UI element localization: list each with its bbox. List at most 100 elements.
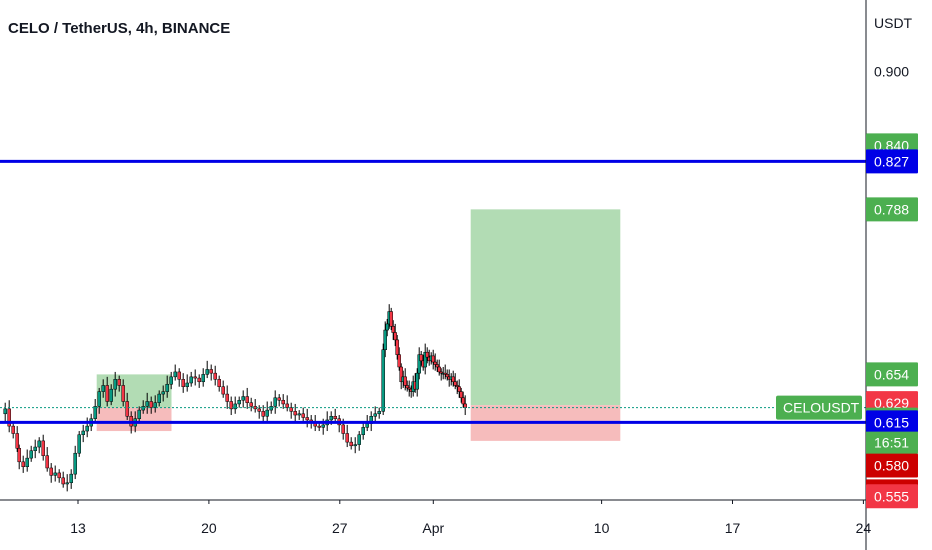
candle-body [49,467,53,476]
candle-body [73,452,77,475]
candle-body [61,477,65,485]
price-tag-label: 0.840 [874,137,909,153]
candle-body [165,383,169,392]
countdown-label: 16:51 [874,435,909,451]
candle-body [405,385,409,389]
candle-body [153,402,157,408]
candle-body [29,450,33,459]
candle-body [461,397,465,405]
candle-body [349,441,353,447]
candle-body [457,386,461,392]
candle-body [381,349,385,412]
candle-body [463,403,467,408]
candle-body [397,354,401,368]
price-tag-0.580 [866,453,918,478]
candle-body [125,401,129,417]
candle-body [435,364,439,368]
candle-body [117,379,121,386]
candle-body [333,416,337,419]
candle-body [33,446,37,451]
candle-body [305,417,309,421]
candle-body [389,311,393,327]
candle-body [245,396,249,403]
candle-body [161,391,165,395]
countdown-tag [866,431,918,454]
target-zone-1 [470,209,621,406]
candle-body [101,385,105,392]
candle-body [217,379,221,387]
candle-body [57,472,61,479]
candle-body [437,366,441,373]
candle-body [197,377,201,383]
candle-body [121,385,125,402]
candle-body [17,448,21,463]
candle-body [53,472,57,476]
candle-body [21,461,25,467]
currency-label: USDT [874,15,913,31]
price-tag-label: 0.580 [874,458,909,474]
horizontal-lines [0,159,866,424]
candle-body [15,433,19,449]
candle-body [265,409,269,417]
candle-body [329,416,333,421]
x-tick-label: 17 [725,520,741,536]
candle-body [451,376,455,383]
candle-body [65,482,69,485]
candle-body [225,393,229,402]
candle-body [25,457,29,467]
candle-body [293,411,297,416]
candle-body [277,397,281,401]
candle-body [415,372,419,390]
candle-body [317,425,321,428]
price-tag-0.788 [866,197,918,222]
candle-body [137,409,141,419]
candle-body [431,355,435,363]
x-tick-label: 24 [856,520,872,536]
candle-body [383,329,387,351]
candle-body [93,406,97,419]
candle-body [285,403,289,408]
x-tick-label: 13 [70,520,86,536]
candle-body [297,413,301,416]
candle-body [173,371,177,378]
candle-body [357,434,361,445]
candle-body [433,361,437,365]
candle-body [97,391,101,407]
candle-body [109,388,113,402]
price-tag-0.555 [866,484,918,509]
candle-body [169,376,173,385]
candle-body [273,397,277,407]
candle-body [69,473,73,484]
candle-body [7,408,11,427]
candle-body [393,332,397,341]
candle-body [419,354,423,362]
candle-body [37,440,41,448]
symbol-tag [776,395,862,420]
price-tag-0.615 [866,410,918,435]
candle-body [193,376,197,379]
candle-body [181,379,185,387]
candle-body [149,401,153,408]
candle-body [229,401,233,410]
candle-body [365,423,369,428]
candle-body [373,413,377,417]
candle-body [41,440,45,456]
candle-body [241,396,245,401]
price-tag-label: 0.629 [874,395,909,411]
candle-body [221,386,225,395]
candles [3,304,467,492]
candle-body [321,424,325,428]
y-tick-label: 0.900 [874,63,909,79]
candle-body [281,399,285,405]
symbol-title: CELO / TetherUS, 4h, BINANCE [8,20,231,37]
candle-body [105,385,109,402]
candle-body [81,430,85,435]
candle-body [345,433,349,443]
candle-body [213,372,217,380]
candle-body [391,326,395,333]
candle-body [361,427,365,435]
candle-body [141,406,145,411]
candle-body [209,369,213,374]
